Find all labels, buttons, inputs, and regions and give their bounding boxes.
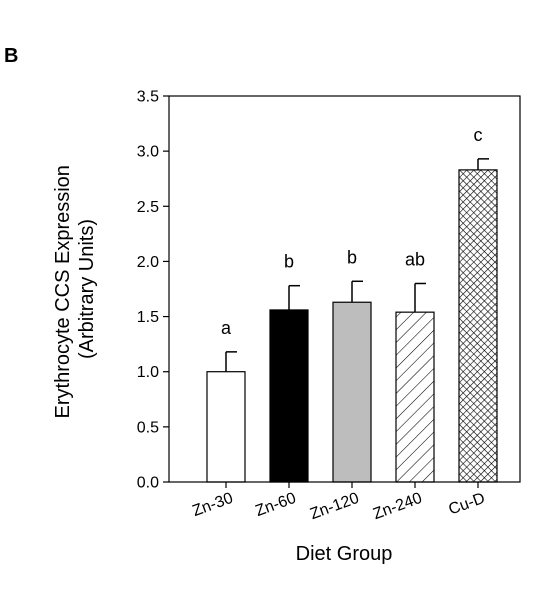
y-tick-label: 0.0 [137, 475, 159, 492]
bar-zn-30 [206, 371, 246, 483]
x-tick-label: Zn-120 [308, 490, 362, 523]
significance-label: b [284, 252, 294, 272]
x-axis-ticks: Zn-30 Zn-60 Zn-120 Zn-240 Cu-D [190, 482, 487, 523]
y-axis-label-line-1: Erythrocyte CCS Expression [52, 165, 74, 418]
x-tick-label: Zn-60 [253, 490, 298, 520]
bar-cu-d [458, 169, 498, 483]
x-axis-label: Diet Group [296, 543, 393, 565]
y-axis-label-line-2: (Arbitrary Units) [76, 219, 98, 359]
significance-label: b [347, 247, 357, 267]
y-axis-label: Erythrocyte CCS Expression (Arbitrary Un… [52, 160, 98, 419]
y-tick-label: 2.5 [137, 199, 159, 216]
x-tick-label: Zn-240 [371, 490, 425, 523]
bar-zn-240 [395, 311, 435, 483]
bar-zn-120 [332, 301, 372, 483]
y-tick-label: 1.5 [137, 309, 159, 326]
significance-label: a [221, 318, 232, 338]
panel-label: B [4, 45, 18, 67]
x-tick-label: Zn-30 [190, 490, 235, 520]
y-tick-label: 1.0 [137, 364, 159, 381]
plot-frame [168, 95, 521, 483]
significance-labels: ab b abc [221, 125, 483, 338]
y-tick-label: 2.0 [137, 254, 159, 271]
y-tick-label: 3.0 [137, 144, 159, 161]
x-tick-label: Cu-D [446, 490, 487, 519]
y-axis-ticks: 0.0 0.5 1.0 1.5 2.0 2.5 3.0 3.5 [137, 89, 169, 492]
y-tick-label: 3.5 [137, 89, 159, 106]
y-tick-label: 0.5 [137, 419, 159, 436]
error-bars [225, 158, 489, 372]
bar-zn-60 [269, 309, 309, 483]
significance-label: c [474, 125, 483, 145]
significance-label: ab [405, 249, 425, 269]
bar-series [206, 169, 498, 483]
